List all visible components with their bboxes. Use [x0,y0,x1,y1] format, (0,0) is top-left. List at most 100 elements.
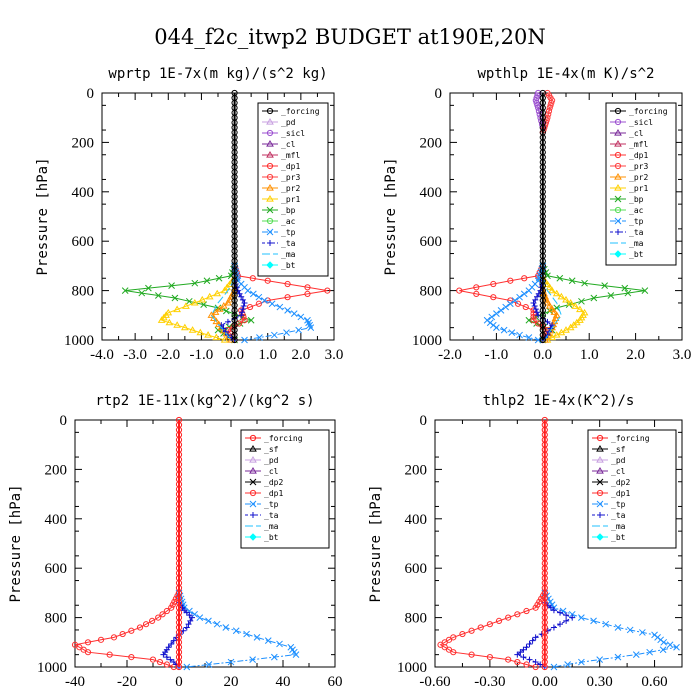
data-point [220,336,229,343]
data-point [183,663,191,671]
legend-marker [596,489,604,497]
legend-entry: _dp1 [611,489,630,498]
series-tp [175,589,300,671]
series-forcing [539,89,546,344]
data-point [249,290,257,298]
legend-entry: _forcing [281,107,320,116]
data-point [246,303,254,311]
data-point [207,311,216,318]
data-point [171,294,179,302]
legend-entry: _cl [629,129,644,138]
data-point [215,274,223,282]
y-tick-label: 800 [45,611,68,627]
data-point [601,282,609,290]
legend-marker [249,500,257,508]
data-point [521,275,528,282]
legend-marker [266,228,274,236]
y-tick-label: 1000 [37,660,67,676]
data-point [550,607,557,614]
x-tick-label: 60 [328,674,343,690]
data-point [543,298,552,306]
data-point [183,624,190,631]
data-point [149,617,156,624]
data-point [292,651,300,659]
legend-entry: _sf [264,445,279,454]
data-point [578,297,585,305]
legend-marker [615,229,621,235]
data-point [185,297,193,305]
data-point [213,289,222,297]
legend-marker [266,173,274,181]
data-point [241,336,248,344]
data-point [211,308,220,315]
data-point [165,318,174,326]
data-point [230,323,237,330]
data-point [163,661,170,668]
data-point [253,634,261,641]
data-point [520,290,528,298]
legend-marker [596,467,604,474]
data-point [569,614,576,621]
legend-marker [614,162,622,170]
x-tick-label: 0 [175,674,183,690]
data-point [543,280,552,288]
data-point [249,656,257,663]
panel-1: wprtp 1E-7x(m kg)/(s^2 kg) Pressure [hPa]… [35,66,343,363]
data-point [307,324,315,332]
data-point [270,331,278,339]
y-axis-label: Pressure [hPa] [35,157,51,275]
data-point [238,293,245,300]
panel-title: rtp2 1E-11x(kg^2)/(kg^2 s) [95,393,314,409]
data-point [173,321,181,328]
data-point [224,318,231,325]
legend-entry: _ac [281,217,296,226]
data-point [486,654,493,661]
legend-entry: _pr1 [281,195,300,204]
data-point [128,654,135,661]
legend-entry: _cl [611,467,626,476]
data-point [264,637,272,645]
data-point [297,313,305,321]
data-point [562,326,570,333]
data-point [159,313,168,321]
data-point [220,286,229,294]
x-tick-label: -1.0 [485,347,509,363]
x-tick-label: 3.0 [325,347,344,363]
data-point [614,653,622,661]
data-point [196,328,205,336]
data-point [215,305,224,312]
legend: _forcing _sf _pd _cl _dp2 _dp1 _tp _ta _ma _bt [587,429,677,549]
legend-entry: _pr2 [629,173,648,182]
x-tick-label: 2.0 [291,347,310,363]
y-axis-label: Pressure [hPa] [8,484,24,602]
data-point [205,661,213,668]
legend-entry: _bt [281,261,296,270]
y-tick-label: 800 [405,611,428,627]
series-tp [541,589,680,671]
legend-marker [250,512,256,518]
legend-entry: _dp1 [629,151,648,160]
data-point [557,292,566,300]
series-dp1 [437,589,548,671]
data-point [507,277,514,284]
data-point [525,287,533,294]
data-point [531,303,538,310]
legend-marker [614,107,622,115]
data-point [539,336,546,344]
data-point [552,331,561,338]
legend-marker [266,162,274,170]
legend-marker [249,445,257,452]
data-point [239,306,246,313]
legend-marker [596,434,604,442]
data-point [529,637,536,644]
legend-entry: _pd [281,118,296,127]
data-point [532,634,539,641]
x-tick-label: 1.0 [258,347,277,363]
legend-marker [267,240,273,246]
legend-entry: _pr2 [281,184,300,193]
data-point [590,294,598,302]
data-point [532,659,539,666]
data-point [523,661,530,668]
data-point [488,313,496,321]
panel-title: wprtp 1E-7x(m kg)/(s^2 kg) [108,66,327,82]
